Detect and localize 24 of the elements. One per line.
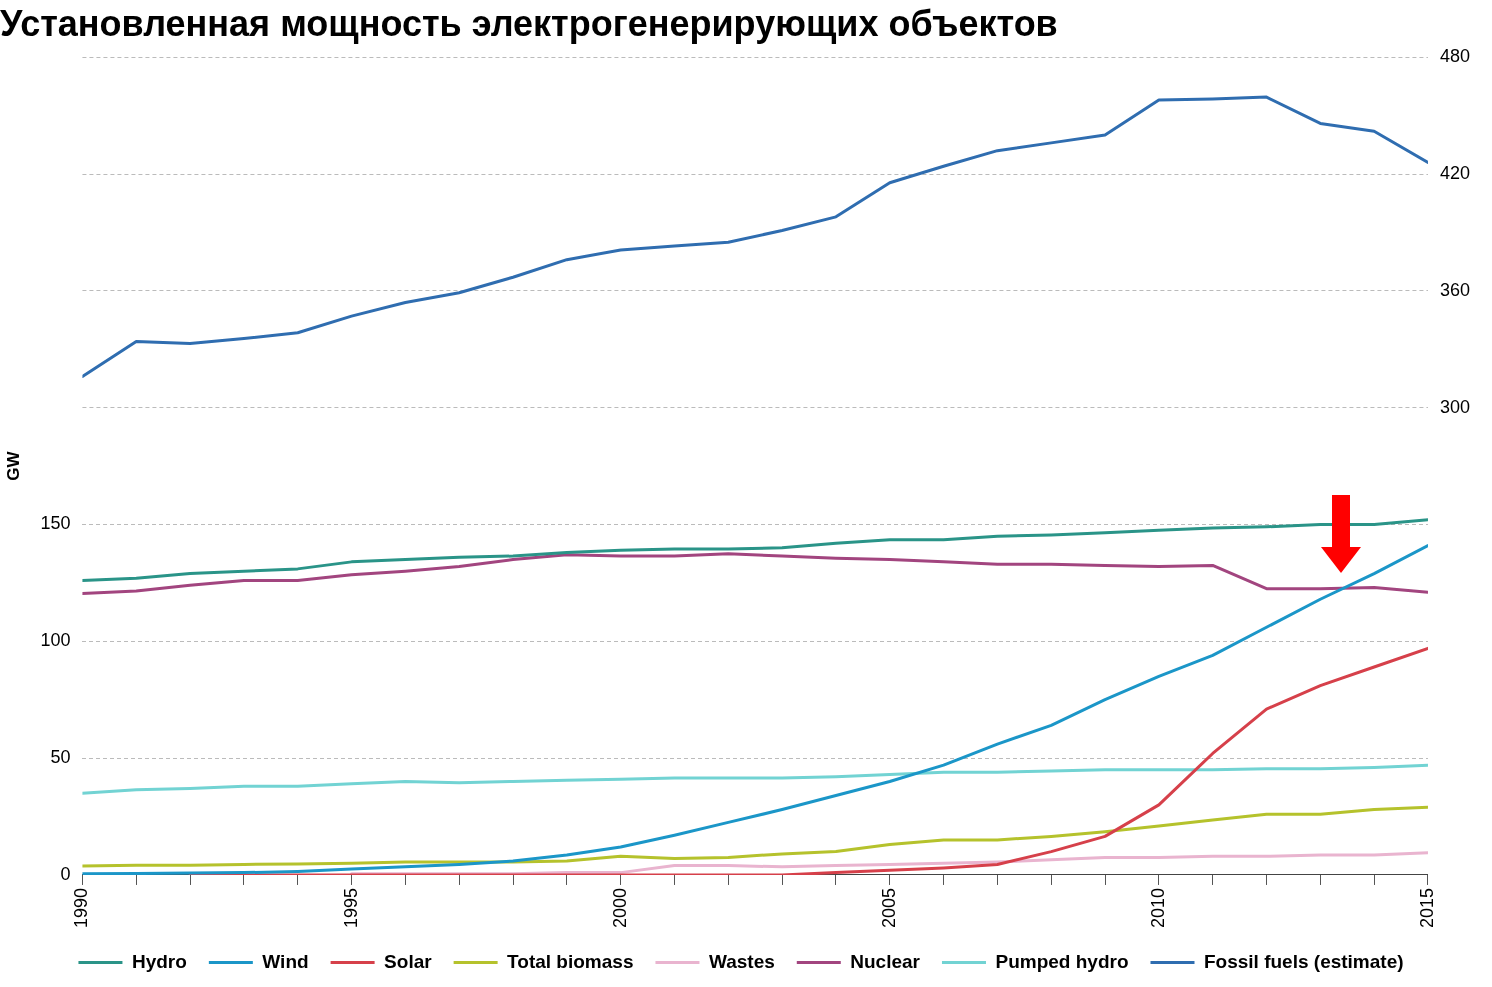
y2-tick-label: 300: [1439, 396, 1471, 417]
x-tick-label: 2000: [609, 887, 630, 928]
x-tick-label: 2010: [1147, 887, 1168, 928]
chart-title: Установленная мощность электрогенерирующих объектов: [0, 2, 1058, 44]
legend-label: Pumped hydro: [995, 950, 1129, 972]
legend-label: Wastes: [708, 950, 775, 972]
x-tick-label: 2015: [1416, 887, 1437, 928]
legend-label: Total biomass: [507, 950, 634, 972]
legend-label: Fossil fuels (estimate): [1203, 950, 1404, 972]
legend-label: Hydro: [131, 950, 187, 972]
y-tick-label: 50: [50, 747, 71, 768]
y-tick-label: 150: [40, 513, 71, 534]
y2-tick-label: 480: [1439, 46, 1471, 67]
y2-tick-label: 360: [1439, 279, 1471, 300]
legend-label: Wind: [262, 950, 309, 972]
legend-label: Nuclear: [850, 950, 921, 972]
legend-label: Solar: [384, 950, 433, 972]
x-tick-label: 2005: [878, 887, 899, 928]
y-tick-label: 0: [60, 863, 71, 884]
x-tick-label: 1990: [71, 887, 92, 928]
y2-tick-label: 420: [1439, 162, 1471, 183]
y-axis-title: GW: [3, 450, 23, 481]
y-tick-label: 100: [40, 630, 71, 651]
x-tick-label: 1995: [340, 887, 361, 928]
